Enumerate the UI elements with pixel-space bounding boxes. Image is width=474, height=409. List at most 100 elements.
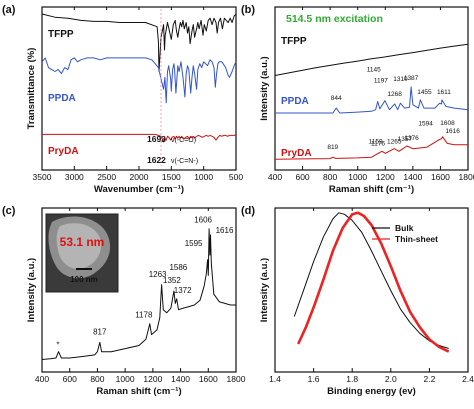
panel-c: (c) 400 600 800 1000 1200 1400 1600 1800 Raman sh… [2,205,246,397]
x-tick-label: 600 [295,172,309,182]
x-tick-label: 2000 [130,172,149,182]
series-label: PPDA [48,93,76,104]
peak-label: 1159 [369,139,383,146]
series-line-bulk [293,212,449,349]
peak-label: 817 [93,327,107,336]
legend-label: Bulk [395,223,414,233]
x-tick-label: 600 [63,374,77,384]
x-tick-label: 2.4 [462,374,474,384]
x-tick-label: 1400 [171,374,190,384]
panel-d: (d) 1.4 1.6 1.8 2.0 2.2 2.4 Binding energy (ev)… [241,205,474,397]
x-tick-label: 2500 [97,172,116,182]
annotation: 1693 [147,134,166,144]
y-axis-label: Intensity (a.u.) [26,258,37,322]
series-line-raman [41,228,236,360]
x-tick-label: 800 [323,172,337,182]
peak-label: 1197 [374,78,388,85]
peak-label: 1376 [404,135,419,142]
annotation: 1622 [147,155,166,165]
series-label: TFPP [281,36,307,47]
x-tick-label: 1200 [143,374,162,384]
peak-label: 844 [331,95,342,102]
series-line-ppda [275,86,469,114]
peak-label: 1372 [174,286,192,295]
x-tick-label: 1600 [431,172,450,182]
series-label: PPDA [281,96,309,107]
peak-label: 1178 [135,311,153,320]
peak-label: 1616 [216,226,234,235]
scale-bar-label: 100 nm [70,275,98,284]
legend-label: Thin-sheet [395,234,438,244]
series-line-pryda [274,136,468,160]
x-tick-label: 1500 [162,172,181,182]
panel-label: (b) [241,4,255,16]
peak-label: * [56,341,59,350]
x-tick-label: 1600 [199,374,218,384]
peak-label: 1310 [393,76,408,83]
series-line-tfpp [41,13,237,72]
series-label: PryDA [48,146,79,157]
x-tick-label: 3000 [65,172,84,182]
peak-label: 1265 [387,139,402,146]
peak-label: 1616 [445,128,460,135]
x-tick-label: 2.0 [385,374,397,384]
x-tick-label: 1.6 [308,374,320,384]
peak-label: 1608 [440,120,455,127]
afm-inset: 53.1 nm 100 nm [45,213,119,293]
series-line-pryda [42,133,237,143]
peak-label: 1268 [387,91,402,98]
series-line-thin-sheet [297,211,450,353]
annotation-suffix: ν(-C=N-) [171,158,198,165]
peak-label: 1263 [149,270,167,279]
x-tick-label: 400 [35,374,49,384]
x-tick-label: 1800 [227,374,246,384]
x-axis-label: Raman shift (cm⁻¹) [329,184,414,195]
peak-label: 1606 [194,216,212,225]
peak-label: 1586 [169,263,187,272]
series-line-ppda [41,57,237,104]
annotation-suffix: ν(-C=O) [171,137,196,144]
peak-label: 1145 [367,67,381,74]
panel-a: (a) 3500 3000 2500 2000 1500 1000 500 Wavenumber… [2,4,243,195]
panel-b: (b) 400 600 800 1000 1200 1400 1600 1800 Raman sh… [241,4,474,195]
panel-label: (a) [2,4,16,16]
x-tick-label: 400 [268,172,282,182]
chart-title: 514.5 nm excitation [286,13,383,25]
x-tick-label: 500 [229,172,243,182]
x-tick-label: 1000 [348,172,367,182]
series-label: TFPP [48,29,74,40]
x-tick-label: 1.4 [269,374,281,384]
y-axis-label: Intensity (a.u.) [259,56,270,120]
panel-label: (d) [241,205,255,217]
x-tick-label: 1000 [194,172,213,182]
x-axis-label: Wavenumber (cm⁻¹) [94,184,184,195]
x-tick-label: 1400 [403,172,422,182]
plot-frame [41,207,237,373]
series-label: PryDA [281,148,312,159]
x-axis-label: Binding energy (ev) [327,386,416,397]
x-tick-label: 1000 [116,374,135,384]
peak-label: 1611 [437,89,451,96]
x-tick-label: 2.2 [423,374,435,384]
x-tick-label: 1200 [376,172,395,182]
series-line-tfpp [274,43,469,76]
x-tick-label: 800 [90,374,104,384]
peak-label: 819 [327,144,338,151]
x-axis-label: Raman shift (cm⁻¹) [96,386,181,397]
peak-label: 1387 [404,75,419,82]
peak-label: 1595 [185,239,203,248]
peak-label: 1176 [371,140,385,147]
x-tick-label: 1.8 [346,374,358,384]
peak-label: 1357 [398,136,413,143]
plot-frame [274,207,469,373]
inset-thickness-label: 53.1 nm [60,235,105,249]
x-tick-label: 3500 [33,172,52,182]
peak-label: 1594 [418,120,433,127]
plot-frame [274,6,469,171]
panel-label: (c) [2,205,16,217]
sheet-shape-light [56,223,102,269]
y-axis-label: Intensity (a.u.) [259,258,270,322]
y-axis-label: Transmittance (%) [26,48,37,130]
